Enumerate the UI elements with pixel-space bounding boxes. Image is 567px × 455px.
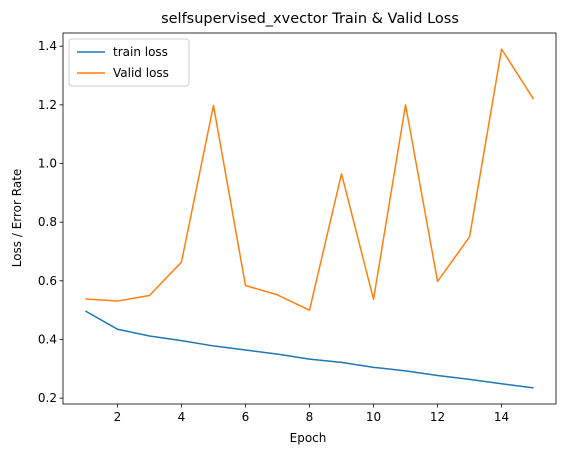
y-tick-label: 1.0 [38,157,57,171]
x-tick-label: 6 [242,410,250,424]
y-tick-label: 0.8 [38,215,57,229]
series-line-train-loss [85,310,534,389]
x-tick-label: 12 [430,410,445,424]
series-line-valid-loss [85,48,535,311]
y-axis-label: Loss / Error Rate [10,169,24,268]
legend-entry: train loss [113,45,168,59]
plot-area: 2 4 6 8 10 12 14 0.2 0.4 0.6 0.8 1.0 1.2 1.4 train los… [38,32,557,424]
chart-title: selfsupervised_xvector Train & Valid Los… [161,11,459,27]
x-tick-label: 8 [306,410,314,424]
y-tick-label: 1.2 [38,98,57,112]
legend-box [68,38,190,87]
y-tick-label: 0.2 [38,391,57,405]
x-tick-label: 10 [366,410,381,424]
x-tick-label: 2 [114,410,122,424]
y-tick-label: 1.4 [38,39,57,53]
plot-frame [62,32,557,405]
legend-entry: Valid loss [113,66,169,80]
x-axis-label: Epoch [290,431,327,445]
x-tick-label: 4 [178,410,186,424]
y-tick-label: 0.4 [38,332,57,346]
x-tick-label: 14 [494,410,509,424]
y-tick-label: 0.6 [38,274,57,288]
